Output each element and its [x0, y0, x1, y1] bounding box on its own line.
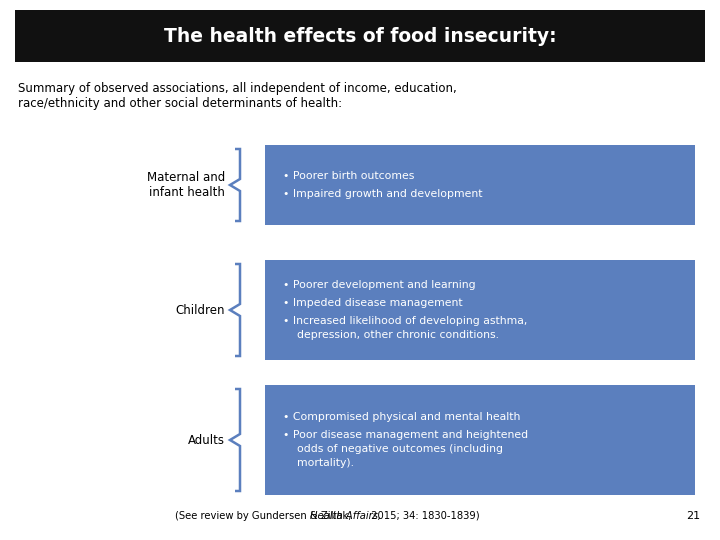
Text: 2015; 34: 1830-1839): 2015; 34: 1830-1839): [367, 511, 479, 521]
Text: (See review by Gundersen & Ziliak,: (See review by Gundersen & Ziliak,: [175, 511, 354, 521]
Text: • Poorer birth outcomes: • Poorer birth outcomes: [283, 171, 415, 181]
Text: odds of negative outcomes (including: odds of negative outcomes (including: [283, 444, 503, 454]
FancyBboxPatch shape: [265, 260, 695, 360]
Text: Children: Children: [176, 303, 225, 316]
Text: Summary of observed associations, all independent of income, education,: Summary of observed associations, all in…: [18, 82, 456, 95]
Text: Health Affairs,: Health Affairs,: [310, 511, 381, 521]
Text: The health effects of food insecurity:: The health effects of food insecurity:: [163, 26, 557, 45]
Text: • Compromised physical and mental health: • Compromised physical and mental health: [283, 412, 521, 422]
Text: Adults: Adults: [188, 434, 225, 447]
Text: • Impaired growth and development: • Impaired growth and development: [283, 189, 482, 199]
Text: race/ethnicity and other social determinants of health:: race/ethnicity and other social determin…: [18, 97, 342, 110]
FancyBboxPatch shape: [265, 385, 695, 495]
Text: • Poorer development and learning: • Poorer development and learning: [283, 280, 476, 290]
FancyBboxPatch shape: [265, 145, 695, 225]
Text: 21: 21: [686, 511, 700, 521]
Text: • Poor disease management and heightened: • Poor disease management and heightened: [283, 430, 528, 440]
FancyBboxPatch shape: [15, 10, 705, 62]
Text: • Impeded disease management: • Impeded disease management: [283, 298, 463, 308]
Text: • Increased likelihood of developing asthma,: • Increased likelihood of developing ast…: [283, 316, 527, 326]
Text: mortality).: mortality).: [283, 458, 354, 468]
Text: depression, other chronic conditions.: depression, other chronic conditions.: [283, 330, 499, 340]
Text: Maternal and
infant health: Maternal and infant health: [147, 171, 225, 199]
